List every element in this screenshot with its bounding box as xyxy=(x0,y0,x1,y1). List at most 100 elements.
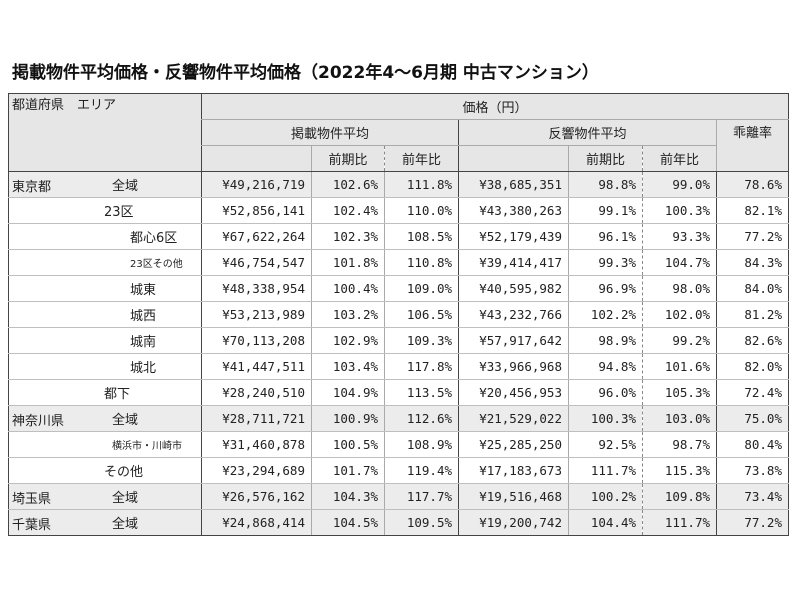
kairi-cell: 82.0% xyxy=(716,353,789,380)
area-name: 横浜市・川崎市 xyxy=(112,441,182,452)
table-row: 千葉県 全域 ¥24,868,414 104.5% 109.5% ¥19,200,742 1… xyxy=(8,509,789,536)
area-name: 全域 xyxy=(112,179,139,194)
header-price: 価格（円） xyxy=(201,93,789,120)
keisai-zennen-cell: 113.5% xyxy=(384,379,459,406)
hankyo-price-cell: ¥43,380,263 xyxy=(458,197,569,224)
area-name: 城北 xyxy=(130,361,157,376)
pref-area-cell: 城東 xyxy=(8,275,202,302)
table-row: 都下 ¥28,240,510 104.9% 113.5% ¥20,456,953 96.0… xyxy=(8,379,789,406)
keisai-price-cell: ¥52,856,141 xyxy=(201,197,312,224)
hankyo-zennen-cell: 93.3% xyxy=(642,223,717,250)
header-hankyo: 反響物件平均 xyxy=(458,119,717,146)
area-name: 都下 xyxy=(104,387,131,402)
pref-area-cell: 神奈川県 全域 xyxy=(8,405,202,432)
header-keisai-zenki: 前期比 xyxy=(311,145,385,172)
table-row: 23区その他 ¥46,754,547 101.8% 110.8% ¥39,414,417… xyxy=(8,249,789,276)
area-name: 全域 xyxy=(112,491,139,506)
hankyo-zenki-cell: 104.4% xyxy=(568,509,643,536)
hankyo-zennen-cell: 104.7% xyxy=(642,249,717,276)
pref-area-cell: 23区 xyxy=(8,197,202,224)
pref-area-cell: 城北 xyxy=(8,353,202,380)
kairi-cell: 73.8% xyxy=(716,457,789,484)
hankyo-price-cell: ¥20,456,953 xyxy=(458,379,569,406)
keisai-zenki-cell: 103.2% xyxy=(311,301,385,328)
kairi-cell: 82.6% xyxy=(716,327,789,354)
hankyo-zennen-cell: 99.2% xyxy=(642,327,717,354)
area-name: その他 xyxy=(104,465,144,480)
header-hankyo-zennen: 前年比 xyxy=(642,145,717,172)
kairi-cell: 81.2% xyxy=(716,301,789,328)
keisai-zenki-cell: 101.7% xyxy=(311,457,385,484)
hankyo-zenki-cell: 111.7% xyxy=(568,457,643,484)
keisai-zennen-cell: 106.5% xyxy=(384,301,459,328)
keisai-zenki-cell: 100.4% xyxy=(311,275,385,302)
keisai-zennen-cell: 109.5% xyxy=(384,509,459,536)
hankyo-zennen-cell: 98.7% xyxy=(642,431,717,458)
hankyo-zennen-cell: 102.0% xyxy=(642,301,717,328)
area-name: 城西 xyxy=(130,309,157,324)
pref-area-cell: 東京都 全域 xyxy=(8,171,202,198)
keisai-zennen-cell: 108.9% xyxy=(384,431,459,458)
keisai-zennen-cell: 110.8% xyxy=(384,249,459,276)
kairi-cell: 77.2% xyxy=(716,223,789,250)
kairi-cell: 73.4% xyxy=(716,483,789,510)
keisai-zennen-cell: 110.0% xyxy=(384,197,459,224)
keisai-price-cell: ¥26,576,162 xyxy=(201,483,312,510)
kairi-cell: 84.3% xyxy=(716,249,789,276)
keisai-price-cell: ¥24,868,414 xyxy=(201,509,312,536)
keisai-price-cell: ¥28,711,721 xyxy=(201,405,312,432)
pref-name: 埼玉県 xyxy=(12,492,52,507)
hankyo-price-cell: ¥52,179,439 xyxy=(458,223,569,250)
table-row: 東京都 全域 ¥49,216,719 102.6% 111.8% ¥38,685,351 9… xyxy=(8,171,789,198)
header-keisai-blank xyxy=(201,145,312,172)
hankyo-zennen-cell: 101.6% xyxy=(642,353,717,380)
area-name: 城東 xyxy=(130,283,157,298)
table-row: 城東 ¥48,338,954 100.4% 109.0% ¥40,595,982 96.9… xyxy=(8,275,789,302)
hankyo-zenki-cell: 102.2% xyxy=(568,301,643,328)
hankyo-zennen-cell: 100.3% xyxy=(642,197,717,224)
header-hankyo-zenki: 前期比 xyxy=(568,145,643,172)
keisai-zennen-cell: 109.0% xyxy=(384,275,459,302)
hankyo-price-cell: ¥43,232,766 xyxy=(458,301,569,328)
keisai-zennen-cell: 111.8% xyxy=(384,171,459,198)
pref-area-cell: その他 xyxy=(8,457,202,484)
hankyo-zenki-cell: 98.9% xyxy=(568,327,643,354)
table-row: 神奈川県 全域 ¥28,711,721 100.9% 112.6% ¥21,529,022… xyxy=(8,405,789,432)
table-row: 23区 ¥52,856,141 102.4% 110.0% ¥43,380,263 99.… xyxy=(8,197,789,224)
hankyo-price-cell: ¥21,529,022 xyxy=(458,405,569,432)
table-row: 埼玉県 全域 ¥26,576,162 104.3% 117.7% ¥19,516,468 1… xyxy=(8,483,789,510)
hankyo-zennen-cell: 111.7% xyxy=(642,509,717,536)
hankyo-price-cell: ¥57,917,642 xyxy=(458,327,569,354)
keisai-zennen-cell: 112.6% xyxy=(384,405,459,432)
header-kairi: 乖離率 xyxy=(716,119,789,172)
kairi-cell: 80.4% xyxy=(716,431,789,458)
hankyo-zennen-cell: 115.3% xyxy=(642,457,717,484)
hankyo-price-cell: ¥25,285,250 xyxy=(458,431,569,458)
header-pref-area: 都道府県 エリア xyxy=(8,93,202,172)
keisai-price-cell: ¥23,294,689 xyxy=(201,457,312,484)
keisai-price-cell: ¥48,338,954 xyxy=(201,275,312,302)
hankyo-price-cell: ¥17,183,673 xyxy=(458,457,569,484)
area-name: 都心6区 xyxy=(130,231,178,246)
area-name: 城南 xyxy=(130,335,157,350)
keisai-zenki-cell: 104.5% xyxy=(311,509,385,536)
hankyo-zenki-cell: 99.3% xyxy=(568,249,643,276)
keisai-price-cell: ¥53,213,989 xyxy=(201,301,312,328)
hankyo-zenki-cell: 96.9% xyxy=(568,275,643,302)
keisai-zennen-cell: 117.8% xyxy=(384,353,459,380)
area-name: 全域 xyxy=(112,517,139,532)
table-row: 都心6区 ¥67,622,264 102.3% 108.5% ¥52,179,439 96… xyxy=(8,223,789,250)
keisai-zennen-cell: 117.7% xyxy=(384,483,459,510)
keisai-zennen-cell: 108.5% xyxy=(384,223,459,250)
hankyo-zenki-cell: 98.8% xyxy=(568,171,643,198)
pref-area-cell: 都下 xyxy=(8,379,202,406)
keisai-zenki-cell: 104.3% xyxy=(311,483,385,510)
kairi-cell: 77.2% xyxy=(716,509,789,536)
pref-name: 神奈川県 xyxy=(12,414,65,429)
keisai-price-cell: ¥31,460,878 xyxy=(201,431,312,458)
keisai-zenki-cell: 102.6% xyxy=(311,171,385,198)
keisai-price-cell: ¥67,622,264 xyxy=(201,223,312,250)
pref-name: 東京都 xyxy=(12,180,52,195)
keisai-zenki-cell: 100.9% xyxy=(311,405,385,432)
keisai-zenki-cell: 103.4% xyxy=(311,353,385,380)
